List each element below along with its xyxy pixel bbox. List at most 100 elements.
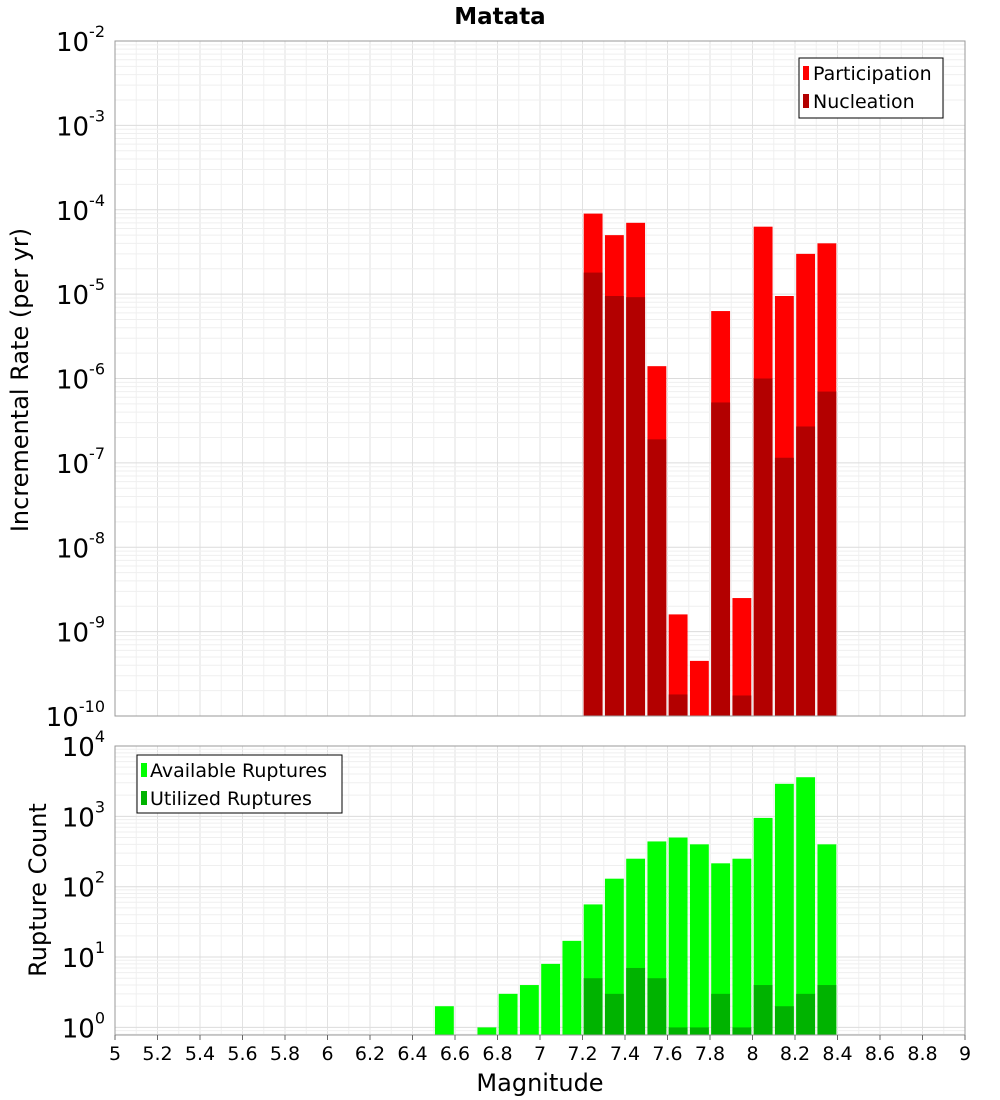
bar-available-ruptures	[732, 858, 752, 1035]
top-ytick-labels: 10-10 10-9 10-8 10-7 10-6 10-5 10-4 10-3 10-2	[46, 22, 105, 733]
ytick-label: 10-5	[56, 275, 105, 311]
top-panel: 10-10 10-9 10-8 10-7 10-6 10-5 10-4 10-3 10-2 In…	[6, 22, 966, 733]
bar-nucleation	[796, 426, 816, 716]
bar-available-ruptures	[689, 844, 709, 1035]
xtick-label: 5.4	[185, 1043, 215, 1065]
ytick-label: 10-2	[56, 22, 105, 58]
bar-utilized-ruptures	[732, 1027, 752, 1035]
ytick-label: 10-4	[56, 191, 105, 227]
bottom-xtick-labels: 5 5.2 5.4 5.6 5.8 6 6.2 6.4 6.6 6.8 7 7.2 7.4 7.6 7.8 8…	[109, 1035, 971, 1065]
top-plot-frame	[114, 40, 966, 717]
bar-available-ruptures	[774, 783, 794, 1035]
xtick-label: 6	[321, 1043, 333, 1065]
xtick-label: 7.2	[567, 1043, 597, 1065]
xtick-label: 7.4	[610, 1043, 640, 1065]
ytick-label: 104	[62, 727, 105, 763]
bar-nucleation	[732, 695, 752, 716]
ytick-label: 103	[62, 797, 105, 833]
xtick-label: 5.6	[227, 1043, 257, 1065]
bar-utilized-ruptures	[796, 993, 816, 1035]
legend-label-participation: Participation	[813, 63, 932, 85]
bar-nucleation	[626, 297, 646, 716]
legend-swatch-participation	[803, 66, 809, 80]
bar-utilized-ruptures	[647, 978, 667, 1035]
xtick-label: 7.8	[695, 1043, 725, 1065]
bar-available-ruptures	[541, 963, 561, 1035]
bar-utilized-ruptures	[689, 1027, 709, 1035]
legend-swatch-available	[141, 763, 147, 777]
bar-participation	[689, 660, 709, 716]
xtick-label: 8.2	[780, 1043, 810, 1065]
ytick-label: 10-6	[56, 360, 105, 396]
bar-available-ruptures	[668, 837, 688, 1035]
bar-available-ruptures	[477, 1027, 497, 1035]
bar-available-ruptures	[498, 993, 518, 1035]
xtick-label: 5.2	[142, 1043, 172, 1065]
bottom-legend: Available Ruptures Utilized Ruptures	[136, 754, 343, 814]
bar-nucleation	[817, 391, 837, 716]
xtick-label: 8.6	[865, 1043, 895, 1065]
xtick-label: 8.4	[822, 1043, 852, 1065]
legend-label-nucleation: Nucleation	[813, 91, 915, 113]
ytick-label: 10-8	[56, 528, 105, 564]
bar-available-ruptures	[562, 940, 582, 1035]
bar-available-ruptures	[434, 1006, 454, 1035]
bottom-y-axis-label: Rupture Count	[24, 803, 52, 977]
bar-nucleation	[668, 694, 688, 716]
xtick-label: 5	[109, 1043, 121, 1065]
ytick-label: 10-3	[56, 106, 105, 142]
bar-utilized-ruptures	[711, 993, 731, 1035]
bar-nucleation	[711, 402, 731, 716]
bottom-panel: 100 101 102 103 104 5 5.2 5.4 5.6 5.8 6 6.2 6.4 6.6 6…	[24, 727, 971, 1097]
bar-utilized-ruptures	[583, 978, 603, 1035]
bar-available-ruptures	[753, 817, 773, 1035]
bar-nucleation	[774, 457, 794, 716]
bar-nucleation	[583, 272, 603, 716]
bar-utilized-ruptures	[626, 967, 646, 1035]
legend-swatch-utilized	[141, 791, 147, 805]
bar-participation	[668, 614, 688, 716]
bar-available-ruptures	[711, 863, 731, 1035]
ytick-label: 102	[62, 868, 105, 904]
top-legend: Participation Nucleation	[798, 57, 944, 119]
bar-participation	[732, 598, 752, 716]
ytick-label: 10-9	[56, 613, 105, 649]
chart-title: Matata	[454, 4, 545, 30]
ytick-label: 10-10	[46, 697, 105, 733]
bottom-legend-box	[136, 754, 343, 814]
xtick-label: 9	[959, 1043, 971, 1065]
bar-utilized-ruptures	[668, 1027, 688, 1035]
top-legend-box	[798, 57, 944, 119]
xtick-label: 6.6	[440, 1043, 470, 1065]
legend-label-utilized: Utilized Ruptures	[150, 788, 312, 810]
bar-nucleation	[753, 378, 773, 716]
legend-label-available: Available Ruptures	[150, 760, 327, 782]
ytick-label: 10-7	[56, 444, 105, 480]
top-y-axis-label: Incremental Rate (per yr)	[6, 228, 34, 532]
bar-nucleation	[604, 296, 624, 716]
bar-utilized-ruptures	[753, 985, 773, 1035]
bar-available-ruptures	[796, 777, 816, 1035]
ytick-label: 101	[62, 938, 105, 974]
bar-available-ruptures	[519, 985, 539, 1035]
xtick-label: 7	[534, 1043, 546, 1065]
ytick-label: 100	[62, 1008, 105, 1044]
xtick-label: 7.6	[652, 1043, 682, 1065]
xtick-label: 5.8	[270, 1043, 300, 1065]
xtick-label: 6.4	[397, 1043, 427, 1065]
xtick-label: 6.2	[355, 1043, 385, 1065]
top-bars	[583, 213, 837, 717]
xtick-label: 6.8	[482, 1043, 512, 1065]
bar-utilized-ruptures	[604, 993, 624, 1035]
bar-utilized-ruptures	[817, 985, 837, 1035]
top-grid	[115, 41, 965, 716]
xtick-label: 8.8	[907, 1043, 937, 1065]
bar-utilized-ruptures	[774, 1006, 794, 1035]
xtick-label: 8	[746, 1043, 758, 1065]
bottom-ytick-labels: 100 101 102 103 104	[62, 727, 105, 1044]
legend-swatch-nucleation	[803, 94, 809, 108]
bottom-bars	[434, 777, 837, 1035]
x-axis-label: Magnitude	[476, 1069, 603, 1097]
bar-nucleation	[647, 439, 667, 716]
